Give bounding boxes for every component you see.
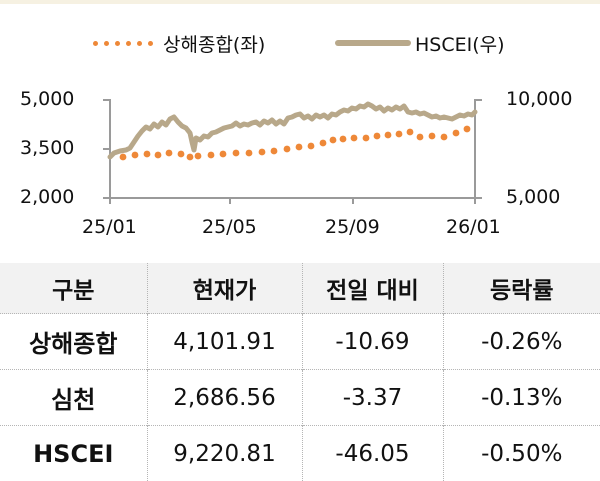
index-name: 심천 — [0, 370, 147, 426]
x-axis — [103, 198, 482, 204]
legend-label-hscei: HSCEI(우) — [415, 30, 505, 57]
chart-legend: 상해종합(좌) HSCEI(우) — [0, 28, 600, 58]
table-row: HSCEI 9,220.81 -46.05 -0.50% — [0, 426, 600, 481]
daily-change: -3.37 — [302, 370, 443, 426]
solid-line-swatch-icon — [335, 40, 411, 46]
current-price: 9,220.81 — [147, 426, 302, 481]
left-axis — [103, 99, 110, 199]
header-change-rate: 등락률 — [443, 263, 600, 314]
legend-label-shanghai: 상해종합(좌) — [163, 30, 265, 57]
index-name: 상해종합 — [0, 314, 147, 370]
hscei-series-line — [110, 104, 475, 157]
header-current-price: 현재가 — [147, 263, 302, 314]
current-price: 4,101.91 — [147, 314, 302, 370]
shanghai-series-dots — [120, 126, 471, 161]
change-rate: -0.50% — [443, 426, 600, 481]
y-left-tick-2000: 2,000 — [20, 186, 74, 208]
daily-change: -10.69 — [302, 314, 443, 370]
legend-item-hscei: HSCEI(우) — [335, 28, 505, 58]
header-daily-change: 전일 대비 — [302, 263, 443, 314]
y-left-tick-5000: 5,000 — [20, 88, 74, 110]
table-row: 심천 2,686.56 -3.37 -0.13% — [0, 370, 600, 426]
header-category: 구분 — [0, 263, 147, 314]
index-name: HSCEI — [0, 426, 147, 481]
table-header-row: 구분 현재가 전일 대비 등락률 — [0, 263, 600, 314]
table-row: 상해종합 4,101.91 -10.69 -0.26% — [0, 314, 600, 370]
y-right-tick-5000: 5,000 — [506, 186, 560, 208]
x-tick-2509: 25/09 — [325, 216, 380, 238]
daily-change: -46.05 — [302, 426, 443, 481]
y-right-tick-10000: 10,000 — [506, 88, 572, 110]
current-price: 2,686.56 — [147, 370, 302, 426]
legend-item-shanghai: 상해종합(좌) — [93, 28, 265, 58]
top-strip — [0, 0, 600, 4]
change-rate: -0.13% — [443, 370, 600, 426]
x-tick-2601: 26/01 — [446, 216, 501, 238]
quote-table: 구분 현재가 전일 대비 등락률 상해종합 4,101.91 -10.69 -0… — [0, 263, 600, 481]
y-left-tick-3500: 3,500 — [20, 137, 74, 159]
change-rate: -0.26% — [443, 314, 600, 370]
x-tick-2501: 25/01 — [82, 216, 137, 238]
dotted-line-swatch-icon — [93, 41, 153, 46]
x-tick-2505: 25/05 — [202, 216, 257, 238]
